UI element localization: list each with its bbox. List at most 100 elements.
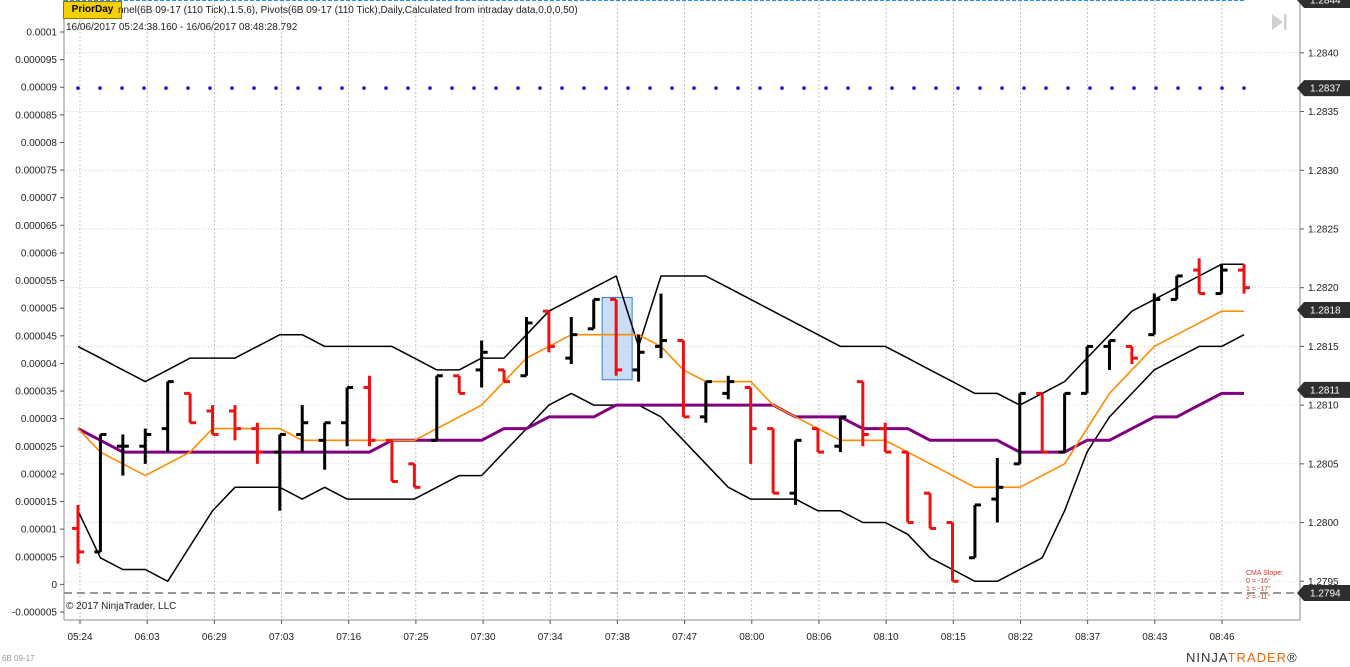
ohlc-bar (565, 317, 578, 365)
ohlc-bar (318, 421, 331, 470)
cma-slope-line: 0 = -16° (1246, 578, 1271, 585)
left-tick-label: 0.0001 (26, 28, 57, 39)
time-tick-label: 07:03 (269, 632, 294, 643)
pivot-dot (824, 86, 828, 90)
ohlc-bar (632, 334, 645, 382)
ohlc-bar (94, 432, 107, 554)
right-tick-label: 1.2830 (1308, 166, 1339, 177)
left-tick-label: 0.000045 (15, 331, 57, 342)
ohlc-bar (1103, 339, 1116, 370)
pivot-dot (76, 86, 80, 90)
pivot-dot (428, 86, 432, 90)
price-marker-label: 1.2837 (1310, 84, 1341, 95)
time-tick-label: 08:10 (874, 632, 899, 643)
right-tick-label: 1.2810 (1308, 401, 1339, 412)
ohlc-bar (767, 427, 780, 495)
pivot-dot (1000, 86, 1004, 90)
play-icon[interactable] (1270, 12, 1288, 32)
pivot-dot (318, 86, 322, 90)
pivot-dot (582, 86, 586, 90)
pivot-dot (780, 86, 784, 90)
time-tick-label: 07:25 (403, 632, 428, 643)
ohlc-bar (273, 432, 286, 511)
indicator-description: nnel(6B 09-17 (110 Tick),1.5,6), Pivots(… (118, 5, 578, 16)
pivot-dot (868, 86, 872, 90)
pivot-dot (1154, 86, 1158, 90)
left-tick-label: 0.00006 (21, 248, 58, 259)
ohlc-bar (879, 422, 892, 454)
left-tick-label: -0.000005 (12, 608, 57, 619)
pivot-dot (186, 86, 190, 90)
pivot-dot (142, 86, 146, 90)
ohlc-bar (1193, 258, 1206, 296)
ohlc-bar (72, 504, 84, 564)
chart-series (64, 0, 1300, 594)
instrument-label: 6B 09-17 (2, 654, 35, 663)
pivot-dot (802, 86, 806, 90)
pivot-dot (406, 86, 410, 90)
pivot-dot (1022, 86, 1026, 90)
pivot-dot (890, 86, 894, 90)
price-marker-label: 1.2811 (1310, 385, 1340, 396)
left-tick-label: 0.00005 (21, 304, 58, 315)
ohlc-bar (363, 375, 376, 447)
pivot-dot (934, 86, 938, 90)
pivot-dot (362, 86, 366, 90)
pivot-dot (1220, 86, 1224, 90)
pivot-dot (1132, 86, 1136, 90)
time-tick-label: 05:24 (67, 632, 92, 643)
left-tick-label: 0.000075 (15, 166, 57, 177)
ohlc-bar (744, 386, 757, 464)
ohlc-bar (946, 521, 959, 583)
pivot-dot (1088, 86, 1092, 90)
time-tick-label: 06:29 (202, 632, 227, 643)
chart-bars (72, 258, 1250, 583)
ohlc-bar (1125, 344, 1138, 365)
left-tick-label: 0.00002 (21, 469, 58, 480)
ohlc-bar (475, 340, 488, 388)
ohlc-bar (587, 297, 600, 331)
prior-day-button[interactable]: PriorDay (63, 1, 122, 19)
time-tick-label: 08:37 (1075, 632, 1100, 643)
pivot-dot (538, 86, 542, 90)
price-marker-shape (1297, 80, 1350, 97)
cma-slope-line: 1 = -17° (1246, 586, 1271, 593)
pivot-dot (604, 86, 608, 90)
ohlc-bar (498, 368, 511, 384)
pivot-dot (1198, 86, 1202, 90)
pivot-dot (274, 86, 278, 90)
pivot-dot (384, 86, 388, 90)
right-tick-label: 1.2805 (1308, 459, 1339, 470)
right-tick-label: 1.2815 (1308, 342, 1339, 353)
pivot-dot (714, 86, 718, 90)
time-tick-label: 07:38 (605, 632, 630, 643)
pivot-dot (560, 86, 564, 90)
ohlc-bar (610, 297, 623, 376)
pivot-dot (230, 86, 234, 90)
ohlc-bar (1148, 293, 1161, 337)
price-marker: 1.2844 (1297, 0, 1350, 8)
ohlc-bar (542, 309, 555, 353)
pivot-dot (1110, 86, 1114, 90)
left-tick-label: 0.00001 (21, 525, 58, 536)
brand-accent: TRADER (1227, 650, 1288, 665)
pivot-dot (758, 86, 762, 90)
time-tick-label: 07:47 (672, 632, 697, 643)
chart-axes: 1.2795 1.2800 1.2805 1.2810 1.2815 1.2820 1.28… (12, 0, 1350, 643)
left-tick-label: 0.000015 (15, 497, 57, 508)
ohlc-bar (184, 391, 197, 425)
ohlc-bar (139, 428, 152, 464)
left-tick-label: 0.000065 (15, 221, 57, 232)
left-tick-label: 0.000005 (15, 552, 57, 563)
upper-band-line (77, 263, 1244, 406)
ohlc-bar (924, 491, 937, 530)
left-tick-label: 0.00004 (21, 359, 58, 370)
pivot-dot (98, 86, 102, 90)
left-tick-label: 0.000095 (15, 55, 57, 66)
ohlc-bar (1215, 264, 1228, 296)
pivot-dot (978, 86, 982, 90)
price-marker-label: 1.2818 (1310, 306, 1341, 317)
left-tick-label: 0.000085 (15, 110, 57, 121)
time-tick-label: 08:06 (806, 632, 831, 643)
price-marker: 1.2818 (1297, 302, 1350, 319)
